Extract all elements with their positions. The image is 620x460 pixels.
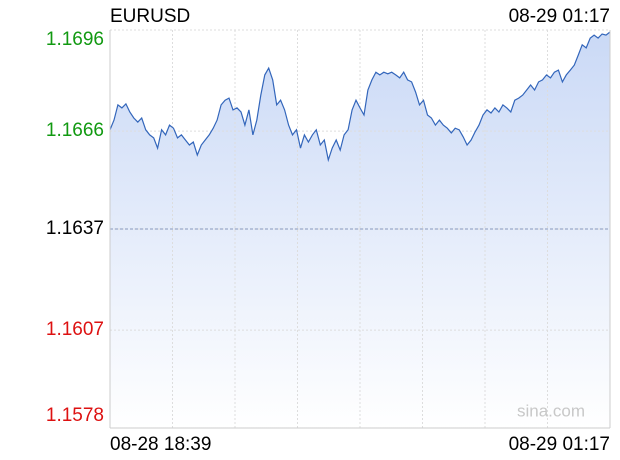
y-tick-label: 1.1607 xyxy=(46,319,104,340)
x-tick-label: 08-29 01:17 xyxy=(509,434,610,455)
chart-title: EURUSD xyxy=(110,6,190,27)
timestamp: 08-29 01:17 xyxy=(509,6,610,27)
y-tick-label: 1.1666 xyxy=(46,120,104,141)
y-tick-label: 1.1696 xyxy=(46,29,104,50)
y-tick-label: 1.1578 xyxy=(46,405,104,426)
price-line xyxy=(109,31,611,163)
x-tick-label: 08-28 18:39 xyxy=(110,434,211,455)
y-tick-label: 1.1637 xyxy=(46,218,104,239)
watermark: sina.com xyxy=(517,401,585,420)
